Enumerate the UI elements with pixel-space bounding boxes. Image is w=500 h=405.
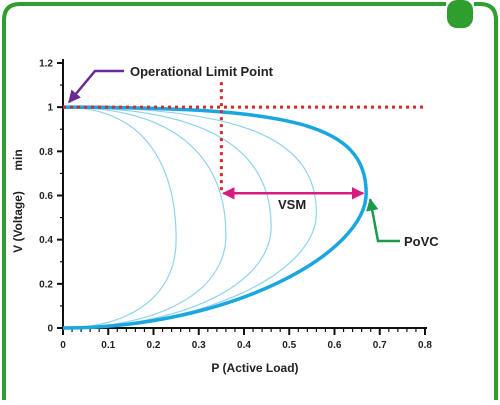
y-axis-label-suffix: min — [11, 149, 25, 170]
x-tick-label: 0.2 — [147, 340, 161, 351]
y-tick-label: 0.4 — [39, 235, 53, 246]
y-tick-label: 0 — [47, 324, 53, 335]
x-tick-label: 0.7 — [373, 340, 387, 351]
limit-lines — [63, 82, 427, 194]
y-tick-label: 1 — [47, 103, 53, 114]
y-tick-label: 0.8 — [39, 147, 53, 158]
pv-curve-light — [62, 106, 177, 329]
x-tick-label: 0.5 — [282, 340, 296, 351]
x-tick-label: 0.4 — [237, 340, 251, 351]
y-axis-label: V (Voltage) — [11, 191, 25, 253]
x-ticks: 0 0.1 0.2 0.3 0.4 0.5 0.6 0.7 0.8 — [60, 328, 432, 351]
operational-limit-point-label: Operational Limit Point — [130, 64, 274, 79]
pv-curve-light — [62, 106, 318, 329]
pv-curve-light — [62, 106, 227, 329]
operational-limit-point-arrow — [68, 69, 124, 104]
green-frame-border — [2, 2, 498, 400]
x-tick-label: 0 — [60, 340, 66, 351]
green-frame-tab — [447, 0, 473, 28]
povc-label: PoVC — [404, 234, 439, 249]
y-tick-label: 0.2 — [39, 279, 53, 290]
y-tick-label: 0.6 — [39, 191, 53, 202]
pv-curve-main — [62, 105, 368, 330]
x-tick-label: 0.3 — [192, 340, 206, 351]
x-tick-label: 0.8 — [418, 340, 432, 351]
x-tick-label: 0.1 — [101, 340, 115, 351]
y-tick-label: 1.2 — [39, 59, 53, 70]
annotation-arrows — [68, 69, 400, 243]
pv-curves — [62, 105, 368, 330]
povc-arrow — [366, 198, 400, 243]
x-tick-label: 0.6 — [328, 340, 342, 351]
pv-curve-light — [62, 106, 272, 329]
y-ticks: 0 0.2 0.4 0.6 0.8 1 1.2 — [39, 59, 63, 335]
vsm-label: VSM — [278, 197, 306, 212]
x-axis-label: P (Active Load) — [211, 361, 298, 375]
